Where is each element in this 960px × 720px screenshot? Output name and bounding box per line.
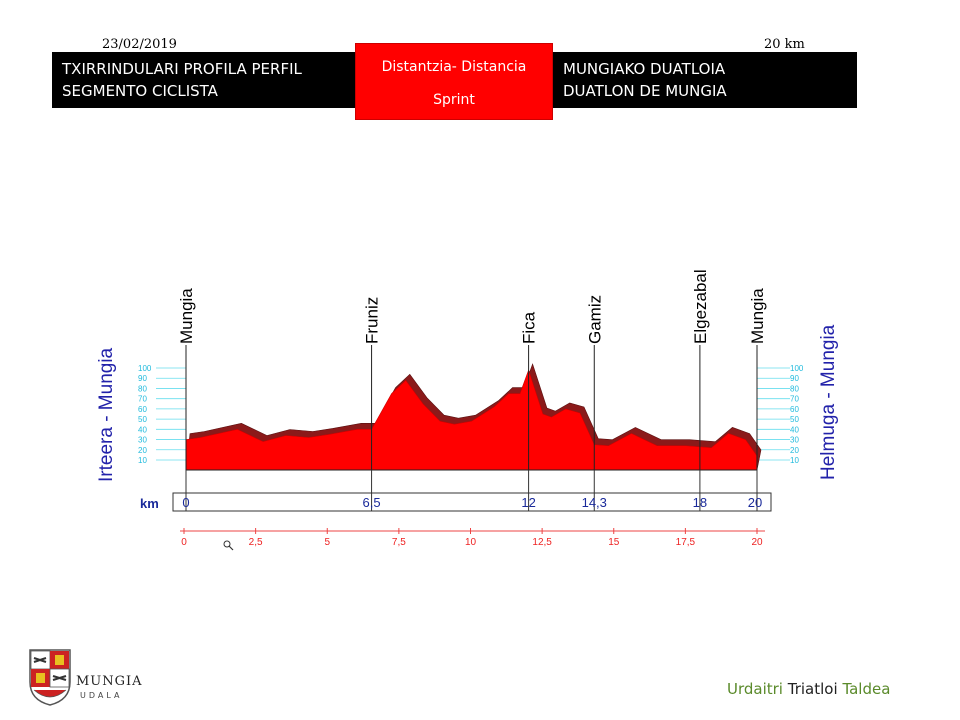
waypoint-km-label-3: 14,3 — [582, 495, 607, 510]
elev-tick-label-left-90: 90 — [138, 374, 147, 383]
elev-tick-label-left-80: 80 — [138, 384, 147, 393]
scale-tick-label-2: 5 — [324, 537, 330, 548]
elev-tick-label-left-10: 10 — [138, 456, 147, 465]
coat-of-arms-icon — [29, 649, 71, 706]
mungia-logo: MUNGIA UDALA — [28, 648, 148, 706]
waypoint-km-label-4: 18 — [693, 495, 707, 510]
elev-tick-label-right-70: 70 — [790, 395, 799, 404]
scale-tick-label-7: 17,5 — [676, 537, 696, 548]
waypoint-name-0: Mungia — [177, 288, 196, 344]
elev-tick-label-left-60: 60 — [138, 405, 147, 414]
elev-tick-label-right-50: 50 — [790, 415, 799, 424]
credit-part3: Taldea — [842, 680, 891, 698]
scale-tick-label-6: 15 — [608, 537, 620, 548]
elev-tick-label-left-70: 70 — [138, 395, 147, 404]
distance-type-box: Distantzia- Distancia Sprint — [355, 43, 553, 120]
magnifier-handle — [228, 545, 234, 551]
scale-tick-label-0: 0 — [181, 537, 187, 548]
profile-area — [185, 369, 758, 471]
elev-tick-label-left-30: 30 — [138, 436, 147, 445]
km-axis-label: km — [140, 496, 159, 511]
elev-tick-label-right-90: 90 — [790, 374, 799, 383]
elev-tick-label-left-100: 100 — [138, 364, 152, 373]
title-right-line1: MUNGIAKO DUATLOIA — [563, 60, 726, 78]
scale-tick-label-1: 2,5 — [249, 537, 263, 548]
elev-tick-label-right-80: 80 — [790, 384, 799, 393]
elev-tick-label-right-20: 20 — [790, 446, 799, 455]
waypoint-name-1: Fruniz — [363, 297, 382, 344]
elev-tick-label-left-20: 20 — [138, 446, 147, 455]
scale-tick-label-5: 12,5 — [532, 537, 552, 548]
waypoint-name-3: Gamiz — [585, 295, 604, 344]
title-right-box: MUNGIAKO DUATLOIA DUATLON DE MUNGIA — [553, 52, 857, 108]
scale-tick-label-4: 10 — [465, 537, 477, 548]
waypoint-km-label-1: 6,5 — [363, 495, 381, 510]
waypoint-name-5: Mungia — [748, 288, 767, 344]
distance-type-line2: Sprint — [433, 92, 475, 108]
waypoint-km-label-5: 20 — [748, 495, 762, 510]
elev-tick-label-left-50: 50 — [138, 415, 147, 424]
waypoint-name-2: Fica — [520, 311, 539, 344]
finish-axis-label: Helmuga - Mungia — [818, 324, 839, 480]
start-axis-label: Irteera - Mungia — [96, 347, 117, 482]
scale-tick-label-3: 7,5 — [392, 537, 406, 548]
credit-part2: Triatloi — [787, 680, 838, 698]
title-right-line2: DUATLON DE MUNGIA — [563, 82, 727, 100]
logo-sub: UDALA — [80, 691, 123, 700]
elev-tick-label-right-40: 40 — [790, 425, 799, 434]
waypoint-km-label-0: 0 — [182, 495, 189, 510]
credit-part1: Urdaitri — [727, 680, 783, 698]
elev-tick-label-right-100: 100 — [790, 364, 804, 373]
club-credit: Urdaitri Triatloi Taldea — [727, 680, 890, 698]
km-row-box — [172, 492, 772, 512]
title-left-line1: TXIRRINDULARI PROFILA PERFIL — [62, 60, 302, 78]
magnifier-icon — [223, 540, 231, 548]
scale-tick-label-8: 20 — [751, 537, 763, 548]
logo-name: MUNGIA — [76, 674, 143, 689]
title-left-box: TXIRRINDULARI PROFILA PERFIL SEGMENTO CI… — [52, 52, 355, 108]
elev-tick-label-right-30: 30 — [790, 436, 799, 445]
waypoint-km-label-2: 12 — [521, 495, 535, 510]
elev-tick-label-left-40: 40 — [138, 425, 147, 434]
date-label: 23/02/2019 — [102, 37, 177, 52]
elev-tick-label-right-10: 10 — [790, 456, 799, 465]
distance-type-line1: Distantzia- Distancia — [381, 59, 527, 75]
elev-tick-label-right-60: 60 — [790, 405, 799, 414]
distance-label: 20 km — [764, 37, 805, 52]
title-left-line2: SEGMENTO CICLISTA — [62, 82, 218, 100]
waypoint-name-4: Elgezabal — [691, 269, 710, 344]
